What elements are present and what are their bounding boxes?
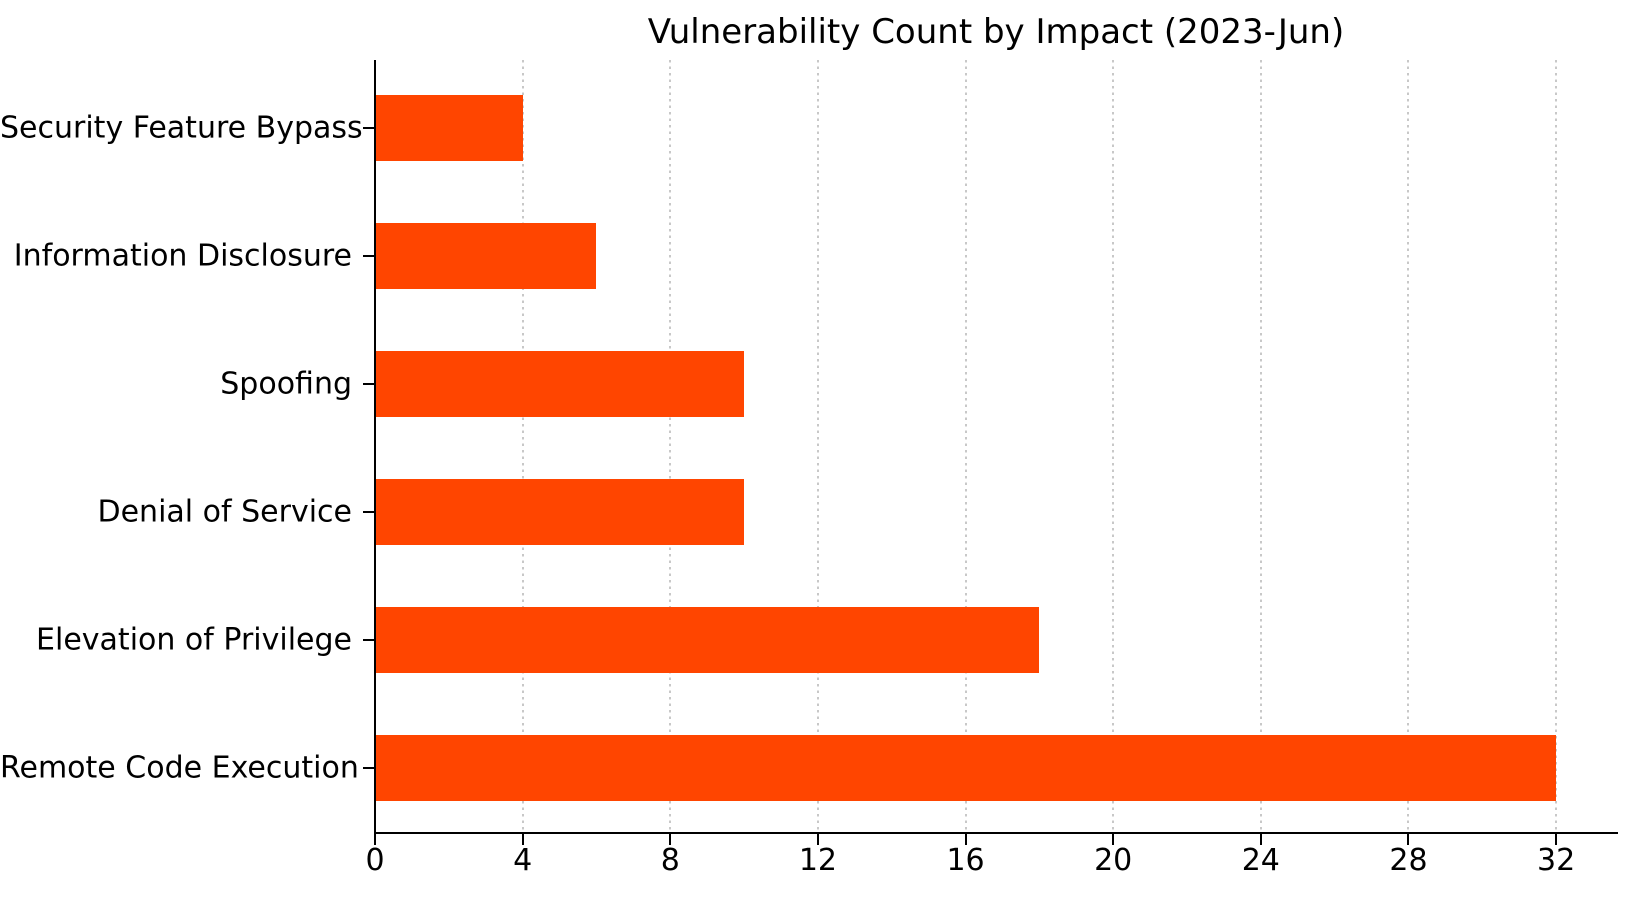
x-tick-label-4: 4 xyxy=(513,843,533,878)
y-tick-label-denial-of-service: Denial of Service xyxy=(97,494,353,530)
gridline-x-4 xyxy=(521,60,524,832)
y-tick-mark-security-feature-bypass xyxy=(363,127,375,129)
y-tick-label-elevation-of-privilege: Elevation of Privilege xyxy=(36,622,352,658)
gridline-x-24 xyxy=(1259,60,1262,832)
x-tick-label-24: 24 xyxy=(1241,843,1280,878)
x-tick-label-20: 20 xyxy=(1094,843,1133,878)
x-tick-mark-24 xyxy=(1259,834,1262,845)
x-tick-mark-8 xyxy=(669,834,672,845)
x-axis-spine xyxy=(374,832,1618,834)
y-tick-mark-remote-code-execution xyxy=(363,767,375,769)
x-tick-label-0: 0 xyxy=(365,843,385,878)
x-tick-label-28: 28 xyxy=(1389,843,1428,878)
x-tick-mark-0 xyxy=(374,834,376,845)
plot-area xyxy=(374,60,1617,834)
y-tick-label-security-feature-bypass: Security Feature Bypass xyxy=(0,110,363,146)
gridline-x-32 xyxy=(1555,60,1558,832)
gridline-x-20 xyxy=(1112,60,1115,832)
bar-information-disclosure xyxy=(375,223,597,289)
y-tick-mark-information-disclosure xyxy=(363,255,375,257)
x-tick-mark-28 xyxy=(1407,834,1410,845)
x-tick-mark-12 xyxy=(816,834,819,845)
x-tick-mark-32 xyxy=(1555,834,1558,845)
chart-title: Vulnerability Count by Impact (2023-Jun) xyxy=(647,12,1345,52)
gridline-x-8 xyxy=(669,60,672,832)
gridline-x-16 xyxy=(964,60,967,832)
bar-elevation-of-privilege xyxy=(375,607,1040,673)
bar-denial-of-service xyxy=(375,479,745,545)
y-axis-spine xyxy=(374,60,376,834)
bar-security-feature-bypass xyxy=(375,95,523,161)
x-tick-label-32: 32 xyxy=(1537,843,1576,878)
bar-remote-code-execution xyxy=(375,735,1557,801)
gridline-x-28 xyxy=(1407,60,1410,832)
y-tick-mark-denial-of-service xyxy=(363,511,375,513)
y-tick-label-information-disclosure: Information Disclosure xyxy=(13,238,352,274)
y-tick-mark-elevation-of-privilege xyxy=(363,639,375,641)
bar-spoofing xyxy=(375,351,745,417)
x-tick-mark-4 xyxy=(521,834,524,845)
x-tick-label-16: 16 xyxy=(946,843,985,878)
x-tick-mark-16 xyxy=(964,834,967,845)
gridline-x-12 xyxy=(816,60,819,832)
x-tick-label-12: 12 xyxy=(798,843,837,878)
x-tick-label-8: 8 xyxy=(660,843,680,878)
y-tick-label-spoofing: Spoofing xyxy=(220,366,352,402)
y-tick-label-remote-code-execution: Remote Code Execution xyxy=(0,750,359,786)
x-tick-mark-20 xyxy=(1112,834,1115,845)
y-tick-mark-spoofing xyxy=(363,383,375,385)
